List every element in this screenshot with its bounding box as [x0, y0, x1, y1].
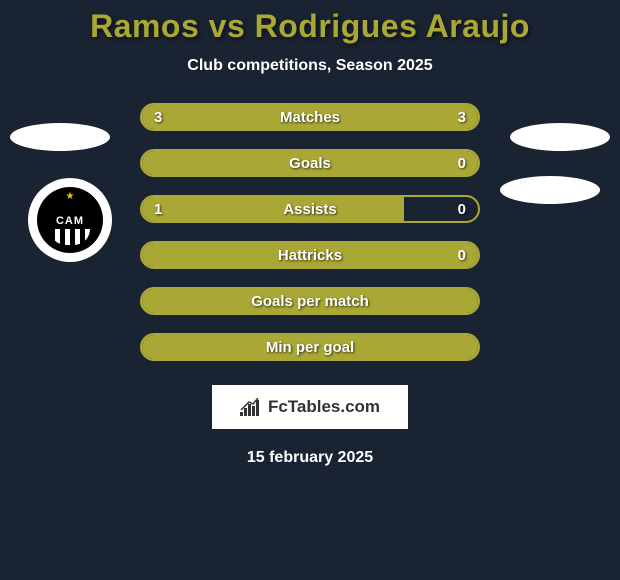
crest-abbrev: CAM — [56, 215, 84, 227]
date-text: 15 february 2025 — [247, 449, 373, 467]
stat-rows: 3 Matches 3 Goals 0 1 Assists 0 — [140, 103, 480, 361]
star-icon: ★ — [66, 191, 75, 202]
stat-row-matches: 3 Matches 3 — [140, 103, 480, 131]
stat-right-value: 0 — [458, 155, 466, 172]
player-right-badge-mid — [500, 176, 600, 204]
stat-row-goals-per-match: Goals per match — [140, 287, 480, 315]
branding-box: FcTables.com — [212, 385, 408, 429]
player-left-club-badge: ★ CAM — [28, 178, 112, 262]
stat-label: Goals per match — [251, 293, 369, 310]
stat-left-value: 3 — [154, 109, 162, 126]
stat-label: Hattricks — [278, 247, 342, 264]
stat-label: Assists — [283, 201, 336, 218]
stat-right-value: 3 — [458, 109, 466, 126]
stat-label: Goals — [289, 155, 331, 172]
stat-left-value: 1 — [154, 201, 162, 218]
fctables-icon — [240, 398, 262, 416]
player-left-badge-top — [10, 123, 110, 151]
stat-row-assists: 1 Assists 0 — [140, 195, 480, 223]
player-right-badge-top — [510, 123, 610, 151]
bar-gap — [404, 197, 478, 221]
stat-label: Matches — [280, 109, 340, 126]
stat-right-value: 0 — [458, 201, 466, 218]
club-crest-icon: ★ CAM — [37, 187, 103, 253]
bar-left — [142, 197, 404, 221]
stat-row-min-per-goal: Min per goal — [140, 333, 480, 361]
stat-row-goals: Goals 0 — [140, 149, 480, 177]
stat-row-hattricks: Hattricks 0 — [140, 241, 480, 269]
stat-right-value: 0 — [458, 247, 466, 264]
branding-text: FcTables.com — [268, 397, 380, 417]
page-title: Ramos vs Rodrigues Araujo — [90, 8, 530, 45]
crest-stripes — [50, 229, 90, 245]
stat-label: Min per goal — [266, 339, 354, 356]
season-subtitle: Club competitions, Season 2025 — [187, 57, 432, 75]
